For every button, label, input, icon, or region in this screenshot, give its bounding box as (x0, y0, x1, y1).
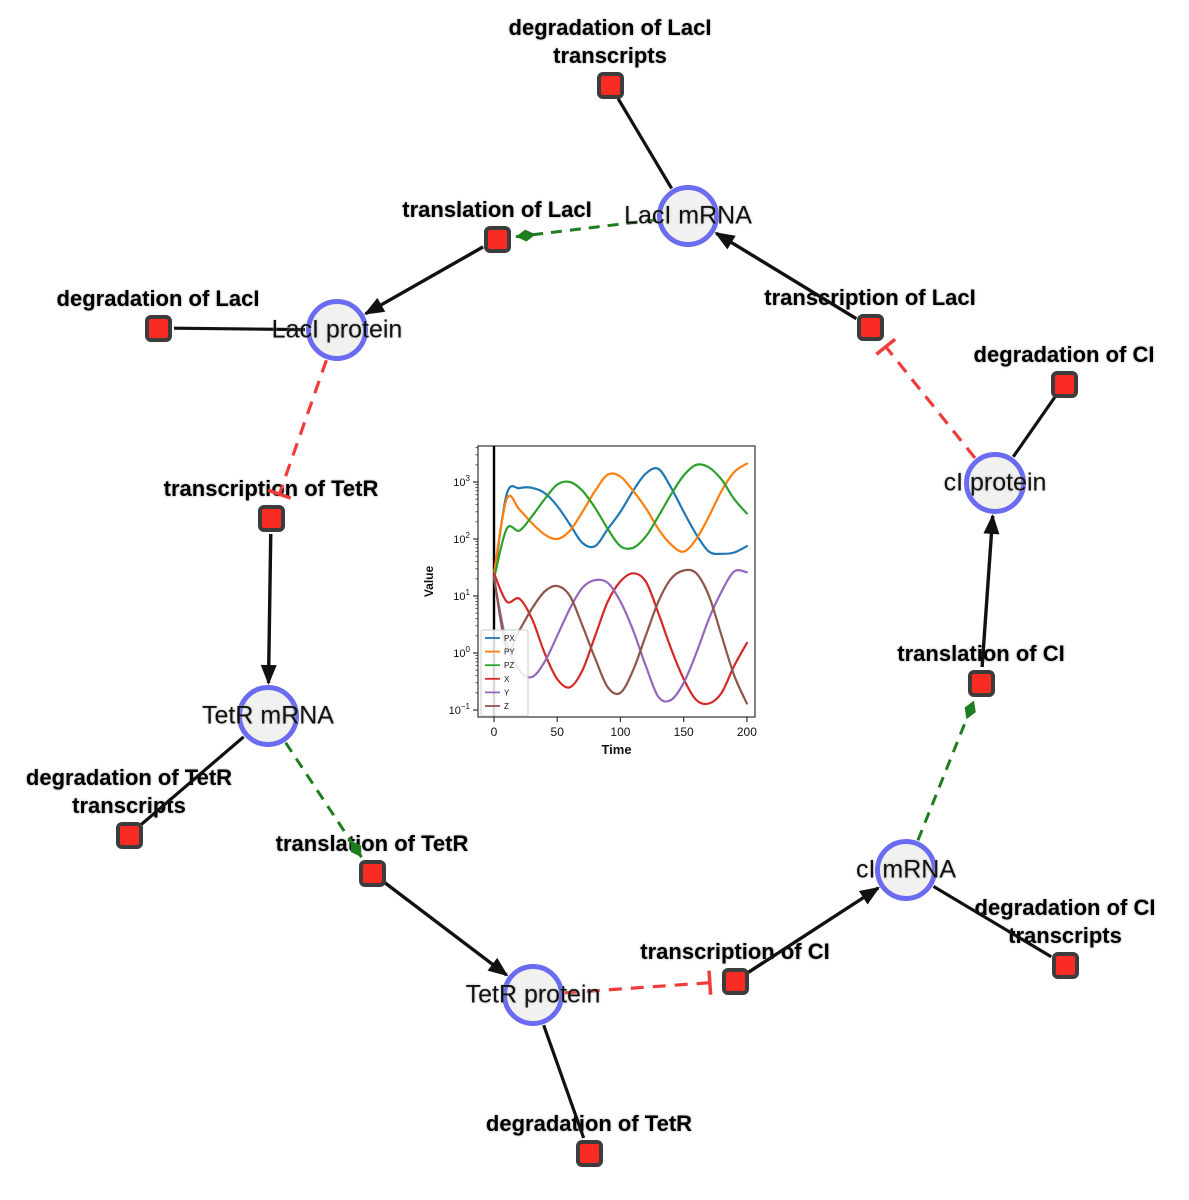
reaction-node-transcription-tetr[interactable] (257, 504, 285, 532)
x-axis-title: Time (601, 742, 631, 757)
edge-modifier-ci-mrna-to-translation-ci (916, 700, 976, 841)
edge-arrow-translation-laci-to-laci-protein (363, 245, 484, 316)
reaction-label-translation-laci: translation of LacI (402, 197, 592, 222)
series-PZ-line (492, 463, 748, 580)
reaction-label-transcription-laci: transcription of LacI (764, 285, 976, 310)
edge-modifier-laci-mrna-to-translation-laci (515, 218, 657, 242)
species-node-laci-protein[interactable] (306, 299, 368, 361)
x-tick-label: 150 (674, 725, 694, 739)
edge-inhibition-tetr-protein-to-transcription-ci (564, 970, 713, 995)
legend-label-X: X (504, 675, 510, 684)
reaction-node-transcription-laci[interactable] (856, 313, 884, 341)
reaction-node-transcription-ci[interactable] (721, 967, 749, 995)
species-node-tetr-protein[interactable] (502, 964, 564, 1026)
reaction-node-translation-ci[interactable] (967, 669, 995, 697)
edge-line-tetr-protein-to-deg-tetr (542, 1024, 586, 1139)
series-Y-line (492, 569, 748, 703)
reaction-node-translation-laci[interactable] (483, 225, 511, 253)
edge-arrow-translation-tetr-to-tetr-protein (383, 881, 509, 977)
reaction-label-deg-tetr: degradation of TetR (485, 1111, 693, 1136)
edge-line-laci-protein-to-deg-laci (173, 326, 306, 332)
reaction-label-deg-laci: degradation of LacI (56, 286, 260, 311)
y-tick-label: 100 (453, 645, 470, 660)
edge-arrow-transcription-laci-to-laci-mrna (714, 231, 858, 321)
reaction-label-translation-tetr: translation of TetR (275, 831, 469, 856)
reaction-node-deg-ci[interactable] (1050, 370, 1078, 398)
edge-arrow-translation-ci-to-ci-protein (980, 513, 1000, 668)
reaction-node-deg-tetr-transcripts[interactable] (115, 821, 143, 849)
edge-modifier-tetr-mrna-to-translation-tetr (284, 741, 363, 858)
y-axis-title: Value (422, 566, 436, 598)
y-tick-label: 103 (453, 474, 470, 489)
x-tick-label: 200 (737, 725, 757, 739)
series-PY-line (492, 462, 748, 575)
reaction-label-deg-ci-transcripts: degradation of CI transcripts (974, 895, 1156, 948)
edge-inhibition-laci-protein-to-transcription-tetr (267, 359, 328, 500)
reaction-node-translation-tetr[interactable] (358, 859, 386, 887)
edge-inhibition-ci-protein-to-transcription-laci (875, 337, 977, 460)
legend-label-PX: PX (504, 634, 515, 643)
edge-line-tetr-mrna-to-deg-tetr-transcripts (140, 735, 245, 826)
reaction-node-deg-laci-transcripts[interactable] (596, 71, 624, 99)
x-tick-label: 50 (551, 725, 565, 739)
edge-line-laci-mrna-to-deg-laci-transcripts (616, 97, 674, 190)
y-tick-label: 10−1 (449, 702, 471, 717)
series-PX-line (492, 467, 748, 580)
time-course-inset-chart: 103 102 101 100 10−1 0 50 100 150 200 Time Value PX P… (420, 430, 770, 765)
x-tick-label: 0 (491, 725, 498, 739)
y-tick-label: 101 (453, 588, 470, 603)
series-Z-line (492, 568, 748, 705)
reaction-label-deg-laci-transcripts: degradation of LacI transcripts (508, 15, 712, 68)
species-node-ci-protein[interactable] (964, 452, 1026, 514)
reaction-label-deg-ci: degradation of CI (973, 342, 1155, 367)
species-node-ci-mrna[interactable] (875, 839, 937, 901)
legend-label-PY: PY (504, 648, 515, 657)
reaction-label-transcription-ci: transcription of CI (640, 939, 830, 964)
edge-line-ci-mrna-to-deg-ci-transcripts (932, 885, 1053, 959)
edge-arrow-transcription-tetr-to-tetr-mrna (260, 533, 277, 686)
reaction-node-deg-laci[interactable] (144, 314, 172, 342)
reaction-node-deg-ci-transcripts[interactable] (1051, 951, 1079, 979)
legend-label-Z: Z (504, 702, 509, 711)
y-tick-label: 102 (453, 531, 470, 546)
reaction-node-deg-tetr[interactable] (575, 1139, 603, 1167)
x-tick-label: 100 (610, 725, 630, 739)
series-X-line (492, 572, 748, 706)
edge-line-ci-protein-to-deg-ci (1011, 396, 1057, 458)
species-node-tetr-mrna[interactable] (237, 685, 299, 747)
edge-arrow-transcription-ci-to-ci-mrna (747, 886, 880, 974)
species-node-laci-mrna[interactable] (657, 185, 719, 247)
legend-label-Y: Y (504, 688, 510, 697)
legend-label-PZ: PZ (504, 661, 514, 670)
